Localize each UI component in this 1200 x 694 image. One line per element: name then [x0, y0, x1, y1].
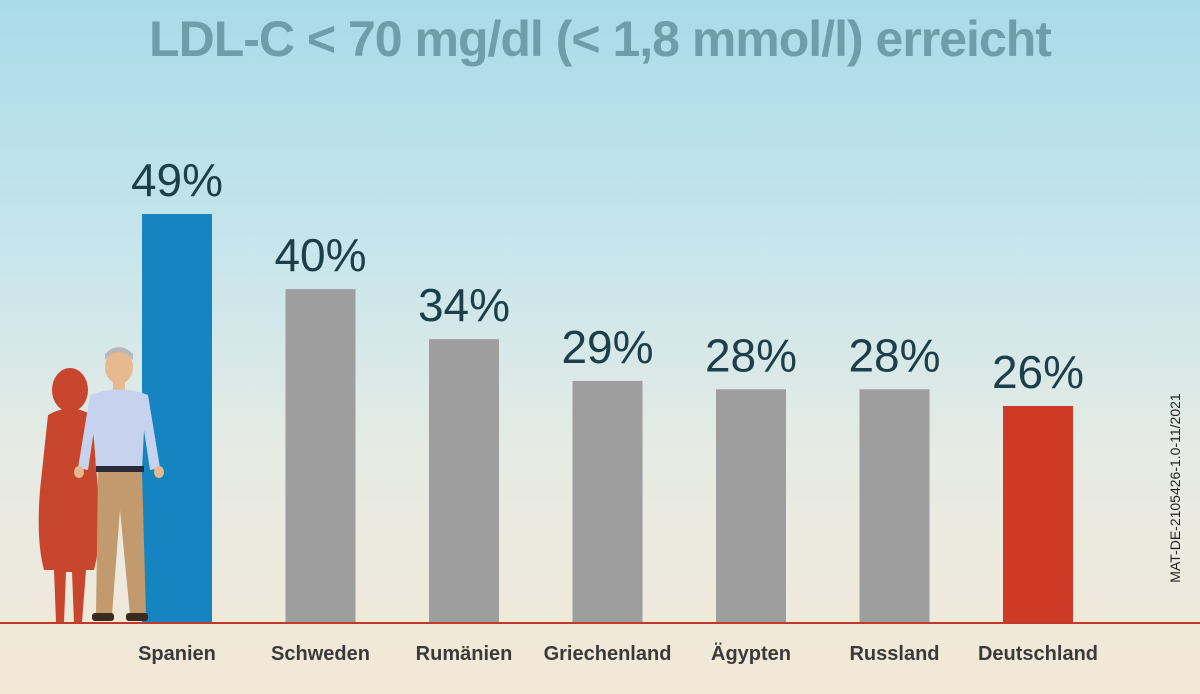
value-label-2: 34% — [418, 279, 510, 331]
category-label-1: Schweden — [271, 643, 370, 665]
value-label-4: 28% — [705, 329, 797, 381]
people-illustration — [38, 347, 164, 622]
value-label-1: 40% — [274, 229, 366, 281]
bar-4 — [716, 389, 786, 623]
category-label-6: Deutschland — [978, 643, 1098, 665]
value-label-6: 26% — [992, 346, 1084, 398]
value-label-3: 29% — [561, 321, 653, 373]
man-figure — [74, 347, 164, 621]
chart-title: LDL-C < 70 mg/dl (< 1,8 mmol/l) erreicht — [149, 11, 1052, 67]
category-label-3: Griechenland — [544, 643, 672, 665]
bar-0 — [142, 214, 212, 623]
bar-5 — [859, 389, 930, 623]
bar-2 — [429, 339, 499, 623]
bar-6 — [1003, 405, 1073, 623]
bar-3 — [572, 380, 643, 623]
value-label-5: 28% — [848, 329, 940, 381]
category-label-2: Rumänien — [416, 643, 513, 665]
category-label-5: Russland — [849, 643, 939, 665]
document-code-text: MAT-DE-2105426-1.0-11/2021 — [1167, 393, 1183, 583]
category-label-4: Ägypten — [711, 642, 791, 665]
bar-1 — [285, 289, 356, 623]
value-label-0: 49% — [131, 154, 223, 206]
category-label-0: Spanien — [138, 643, 216, 665]
